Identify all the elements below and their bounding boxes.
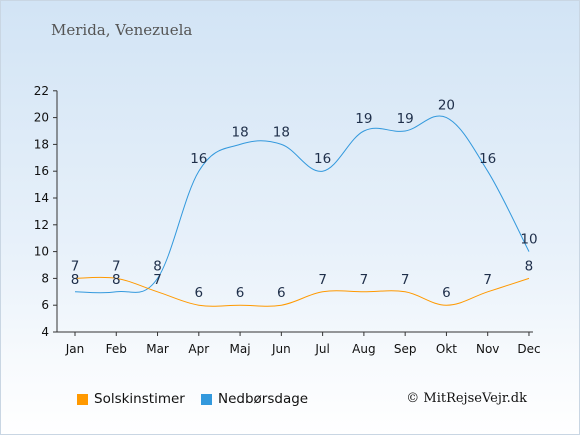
x-tick-label: Okt xyxy=(436,342,457,356)
data-label-rain: 18 xyxy=(231,124,248,140)
legend-label-rain: Nedbørsdage xyxy=(218,391,309,407)
data-label-sun: 8 xyxy=(525,258,534,274)
data-label-sun: 7 xyxy=(483,272,492,288)
data-label-sun: 7 xyxy=(71,258,80,274)
data-label-sun: 6 xyxy=(442,285,451,301)
data-label-rain: 8 xyxy=(71,272,80,288)
legend-swatch-sun xyxy=(77,393,88,405)
y-tick-label: 14 xyxy=(34,191,49,205)
legend-item-rain: Nedbørsdage xyxy=(201,391,308,407)
data-label-sun: 7 xyxy=(360,272,369,288)
y-tick-label: 20 xyxy=(34,111,49,125)
data-label-rain: 8 xyxy=(112,272,121,288)
y-tick-label: 8 xyxy=(41,271,49,285)
data-label-sun: 6 xyxy=(236,285,245,301)
series-line-sun xyxy=(74,276,530,307)
data-label-sun: 7 xyxy=(401,272,410,288)
data-label-rain: 16 xyxy=(190,151,207,167)
x-tick-label: Jul xyxy=(314,342,329,356)
y-tick-label: 22 xyxy=(34,84,49,98)
y-tick-label: 4 xyxy=(41,325,49,339)
copyright-text: © MitRejseVejr.dk xyxy=(406,391,527,406)
y-tick-label: 10 xyxy=(34,245,49,259)
data-label-sun: 7 xyxy=(153,272,162,288)
legend-swatch-rain xyxy=(201,393,212,405)
data-label-rain: 19 xyxy=(355,111,372,127)
data-label-sun: 7 xyxy=(112,258,121,274)
chart-title: Merida, Venezuela xyxy=(51,21,193,39)
data-label-sun: 7 xyxy=(318,272,327,288)
legend-label-sun: Solskinstimer xyxy=(94,391,185,407)
y-tick-label: 18 xyxy=(34,137,49,151)
x-tick-label: Dec xyxy=(517,342,540,356)
x-tick-label: Sep xyxy=(394,342,417,356)
data-label-rain: 19 xyxy=(397,111,414,127)
y-tick-label: 6 xyxy=(41,298,49,312)
data-label-rain: 8 xyxy=(153,258,162,274)
data-label-rain: 16 xyxy=(479,151,496,167)
data-label-sun: 6 xyxy=(195,285,204,301)
data-label-rain: 16 xyxy=(314,151,331,167)
x-tick-label: Mar xyxy=(146,342,169,356)
y-tick-label: 12 xyxy=(34,218,49,232)
x-tick-label: Nov xyxy=(476,342,499,356)
data-label-rain: 10 xyxy=(520,232,537,248)
data-label-rain: 18 xyxy=(273,124,290,140)
x-tick-label: Jan xyxy=(65,342,85,356)
series-line-rain xyxy=(74,115,530,294)
y-tick-label: 16 xyxy=(34,164,49,178)
data-label-rain: 20 xyxy=(438,98,455,114)
series-lines xyxy=(74,115,530,307)
x-tick-label: Maj xyxy=(230,342,251,356)
axes: 4 6 8 10 12 14 16 18 20 22 Jan Feb Mar Apr Maj Jun Jul Au… xyxy=(34,84,541,356)
x-tick-label: Apr xyxy=(188,342,209,356)
x-tick-label: Aug xyxy=(352,342,375,356)
data-label-sun: 6 xyxy=(277,285,286,301)
x-tick-label: Feb xyxy=(106,342,127,356)
x-tick-label: Jun xyxy=(271,342,291,356)
legend-item-sun: Solskinstimer xyxy=(77,391,185,407)
